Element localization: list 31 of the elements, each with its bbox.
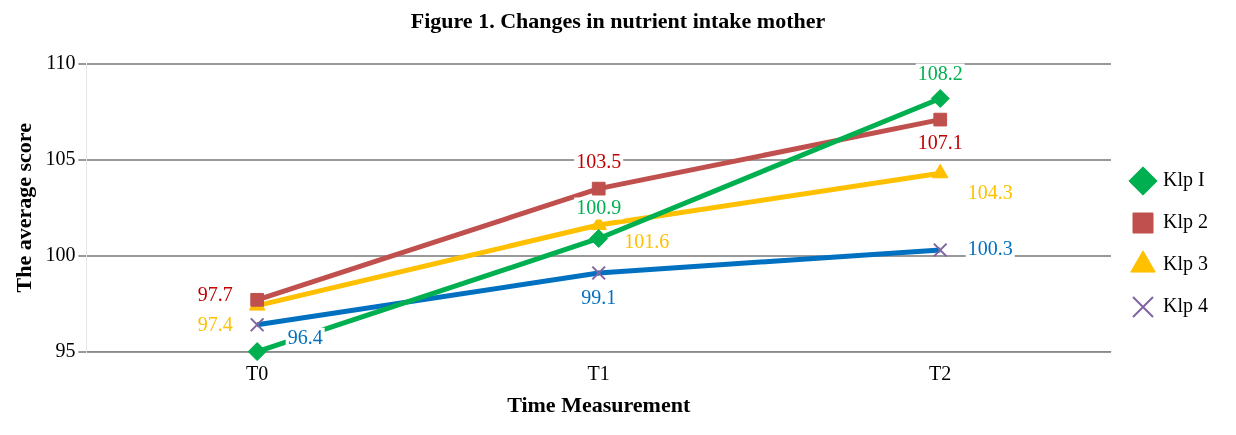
point <box>930 89 950 109</box>
data-label: 97.4 <box>197 312 233 335</box>
point <box>933 112 948 127</box>
x-axis-title: Time Measurement <box>507 392 691 418</box>
point <box>247 342 267 362</box>
data-label: 97.7 <box>197 283 233 306</box>
data-label: 104.3 <box>967 180 1013 203</box>
legend-label: Klp 2 <box>1163 210 1208 234</box>
data-label: 103.5 <box>576 149 622 172</box>
legend-label: Klp I <box>1163 168 1205 192</box>
point <box>250 292 265 307</box>
data-label: 101.6 <box>624 230 670 253</box>
point <box>589 228 609 248</box>
legend-label: Klp 3 <box>1163 252 1208 276</box>
data-label: 100.3 <box>967 237 1013 260</box>
legend-label: Klp 4 <box>1163 294 1208 318</box>
x-tick-label: T1 <box>587 361 610 384</box>
y-axis-title: The average score <box>10 122 36 293</box>
data-label: 99.1 <box>581 286 617 309</box>
data-label: 96.4 <box>287 326 323 349</box>
data-label: 107.1 <box>917 130 963 153</box>
y-tick-label: 95 <box>55 338 76 361</box>
data-label: 100.9 <box>576 195 622 218</box>
x-tick-label: T0 <box>246 361 269 384</box>
x-tick-label: T2 <box>929 361 952 384</box>
y-tick-label: 110 <box>46 51 76 74</box>
point <box>591 181 606 196</box>
y-tick-label: 105 <box>45 147 76 170</box>
chart-title: Figure 1. Changes in nutrient intake mother <box>409 8 827 34</box>
y-tick-label: 100 <box>45 242 76 265</box>
data-label: 108.2 <box>917 61 963 84</box>
